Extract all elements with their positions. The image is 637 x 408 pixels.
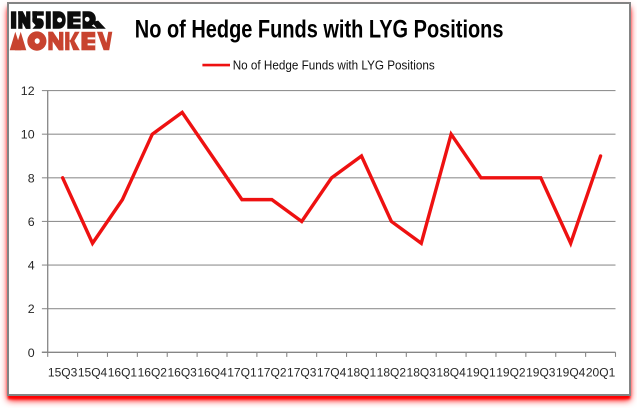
svg-text:17Q1: 17Q1: [227, 365, 256, 379]
svg-text:18Q1: 18Q1: [347, 365, 376, 379]
svg-text:10: 10: [21, 128, 35, 142]
svg-text:4: 4: [28, 259, 35, 273]
svg-text:19Q2: 19Q2: [496, 365, 525, 379]
svg-text:20Q1: 20Q1: [586, 365, 615, 379]
svg-text:18Q4: 18Q4: [436, 365, 466, 379]
svg-text:17Q3: 17Q3: [287, 365, 317, 379]
svg-text:6: 6: [28, 215, 35, 229]
svg-text:19Q3: 19Q3: [526, 365, 556, 379]
svg-text:16Q2: 16Q2: [138, 365, 167, 379]
svg-text:8: 8: [28, 171, 35, 185]
svg-text:No of Hedge Funds with LYG Pos: No of Hedge Funds with LYG Positions: [135, 15, 504, 43]
svg-text:17Q2: 17Q2: [257, 365, 286, 379]
svg-text:0: 0: [28, 346, 35, 360]
svg-text:19Q4: 19Q4: [556, 365, 586, 379]
svg-text:15Q4: 15Q4: [78, 365, 108, 379]
svg-text:19Q1: 19Q1: [466, 365, 495, 379]
svg-text:16Q4: 16Q4: [197, 365, 227, 379]
svg-text:18Q3: 18Q3: [407, 365, 437, 379]
svg-text:17Q4: 17Q4: [317, 365, 347, 379]
svg-text:12: 12: [21, 84, 35, 98]
svg-text:16Q3: 16Q3: [167, 365, 197, 379]
svg-text:2: 2: [28, 302, 35, 316]
svg-text:No of Hedge Funds with LYG Pos: No of Hedge Funds with LYG Positions: [233, 57, 435, 72]
svg-text:15Q3: 15Q3: [48, 365, 78, 379]
svg-text:18Q2: 18Q2: [377, 365, 406, 379]
svg-text:16Q1: 16Q1: [108, 365, 137, 379]
